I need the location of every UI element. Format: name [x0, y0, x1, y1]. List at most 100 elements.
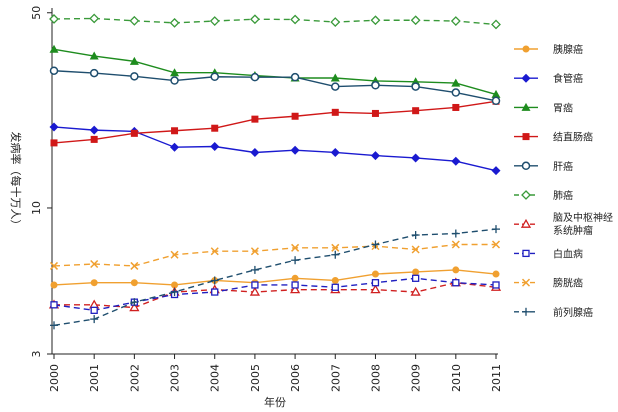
data-point: [411, 245, 420, 254]
series-line: [53, 228, 497, 327]
data-point: [492, 270, 500, 278]
data-point: [450, 16, 461, 26]
data-point: [452, 103, 460, 111]
data-point: [331, 243, 340, 252]
data-point: [491, 166, 501, 176]
legend-item: 肺癌: [514, 189, 573, 202]
series-line: [53, 48, 497, 96]
series-line: [53, 277, 497, 312]
data-point: [492, 225, 500, 234]
data-point: [291, 281, 299, 289]
legend-label: 前列腺癌: [553, 306, 593, 319]
data-point: [90, 279, 98, 287]
series-0: [50, 266, 500, 289]
data-point: [49, 66, 59, 75]
series-7: [50, 274, 500, 314]
legend-label: 脑及中枢神经系统肿瘤: [553, 211, 613, 237]
x-tick-label: 2004: [209, 364, 222, 392]
y-tick-label: 10: [30, 201, 43, 215]
legend-marker: [521, 161, 531, 171]
data-point: [130, 129, 138, 137]
legend-item: 胃癌: [514, 101, 573, 114]
legend-marker: [522, 307, 530, 316]
y-tick-label: 3: [30, 351, 43, 358]
data-point: [89, 125, 99, 135]
legend-marker: [522, 45, 530, 53]
series-line: [53, 126, 497, 172]
data-point: [410, 286, 421, 296]
data-point: [411, 82, 420, 91]
series-line: [53, 17, 497, 26]
data-point: [169, 17, 180, 28]
x-tick-label: 2011: [490, 364, 503, 392]
legend-label: 胃癌: [553, 101, 573, 114]
legend-marker: [522, 249, 530, 258]
data-point: [170, 76, 179, 85]
legend-item: 膀胱癌: [514, 277, 583, 290]
data-point: [331, 82, 340, 91]
data-point: [451, 78, 461, 87]
data-point: [50, 281, 58, 289]
data-point: [451, 88, 461, 97]
legend-item: 前列腺癌: [514, 306, 593, 319]
data-point: [290, 14, 301, 25]
legend-label: 肝癌: [553, 160, 573, 173]
x-tick-label: 2008: [369, 364, 382, 392]
data-point: [50, 321, 58, 330]
series-3: [50, 97, 500, 147]
data-point: [89, 51, 99, 60]
series-2: [49, 44, 501, 98]
legend-label: 肺癌: [553, 189, 573, 202]
data-point: [412, 268, 420, 276]
y-axis-title: 发病率（每十万人）: [9, 132, 23, 231]
data-point: [90, 259, 99, 269]
data-point: [451, 229, 460, 238]
data-point: [331, 108, 339, 116]
data-point: [49, 122, 59, 132]
data-point: [371, 279, 380, 287]
y-tick-label: 50: [30, 6, 43, 20]
data-point: [491, 89, 501, 98]
series-line: [53, 269, 497, 286]
data-point: [331, 283, 339, 291]
data-point: [49, 14, 59, 24]
data-point: [291, 256, 300, 265]
data-point: [50, 139, 58, 147]
data-point: [90, 315, 99, 324]
data-point: [90, 135, 98, 143]
data-point: [130, 72, 139, 81]
x-tick-label: 2009: [410, 364, 423, 392]
data-point: [331, 276, 339, 284]
data-point: [89, 13, 100, 24]
data-point: [250, 72, 260, 82]
data-point: [171, 281, 179, 289]
data-point: [250, 265, 259, 274]
data-point: [129, 15, 140, 26]
data-point: [170, 288, 179, 297]
x-axis-title: 年份: [264, 395, 286, 409]
data-point: [370, 284, 381, 294]
data-point: [130, 298, 139, 307]
data-point: [411, 231, 420, 240]
data-point: [210, 276, 219, 285]
data-point: [130, 261, 139, 270]
legend-marker: [521, 73, 531, 83]
data-point: [371, 109, 379, 117]
data-point: [250, 247, 259, 256]
data-point: [330, 147, 340, 157]
series-1: [49, 122, 501, 176]
data-point: [291, 243, 300, 252]
x-tick-label: 2001: [88, 364, 101, 392]
x-tick-label: 2000: [48, 364, 61, 392]
data-point: [491, 96, 501, 106]
legend-label: 结直肠癌: [553, 131, 593, 144]
data-point: [290, 72, 300, 82]
data-point: [370, 15, 381, 26]
data-point: [210, 72, 219, 82]
legend-marker: [520, 218, 532, 228]
data-point: [412, 107, 420, 115]
series-line: [53, 243, 496, 267]
data-point: [251, 281, 259, 289]
